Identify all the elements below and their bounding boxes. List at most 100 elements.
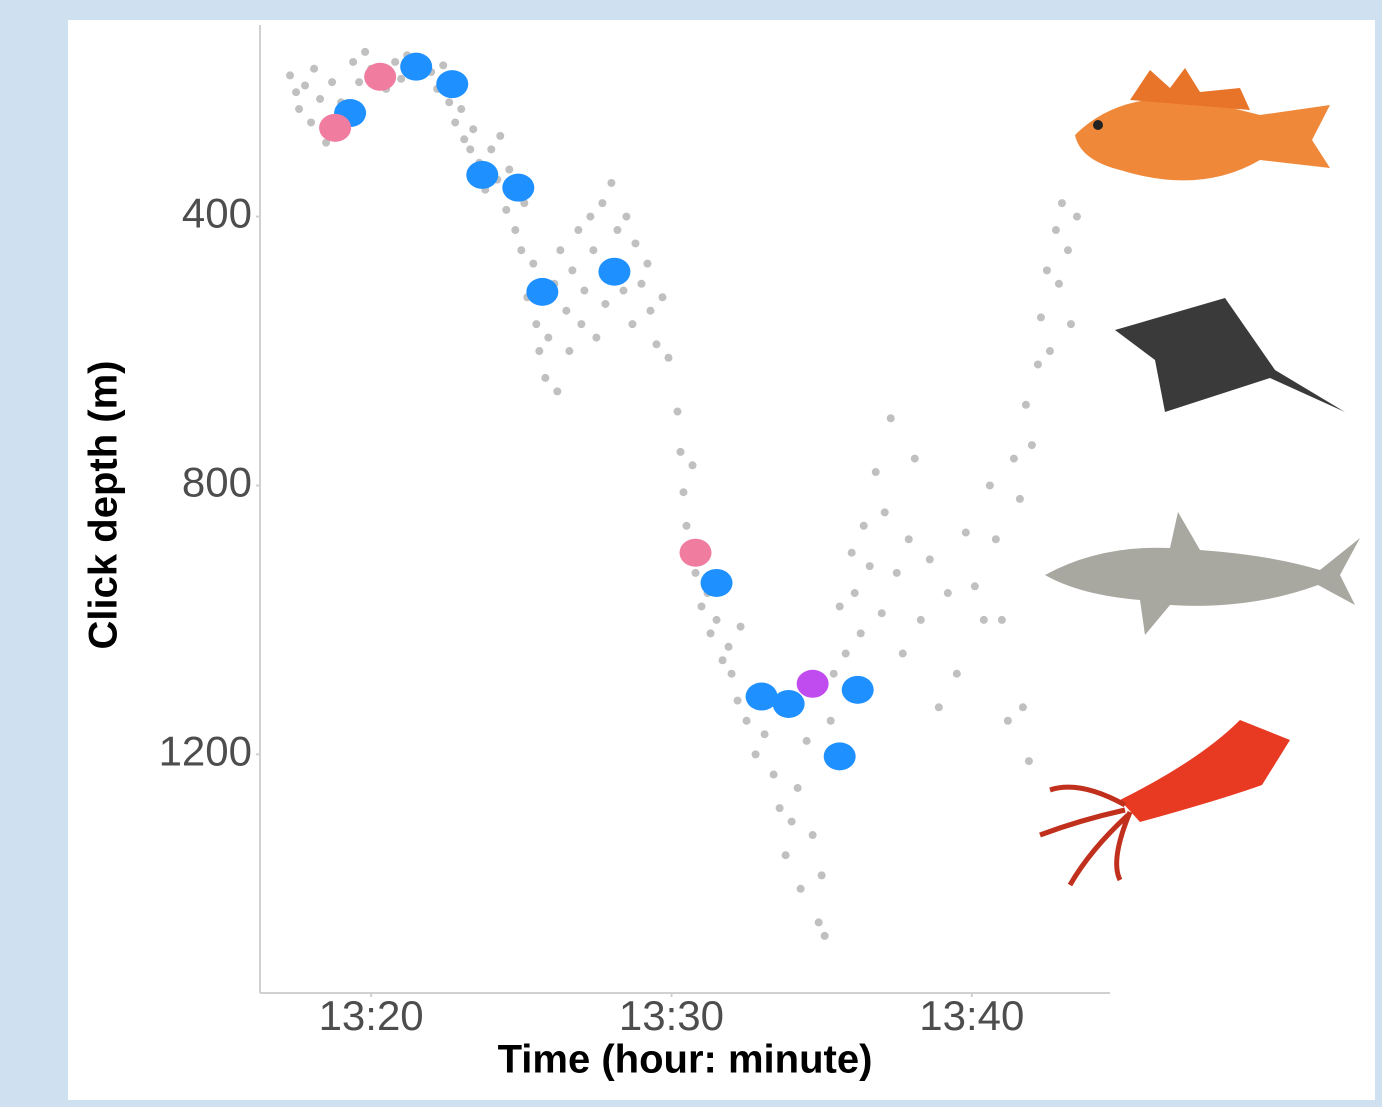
click-point <box>1055 280 1063 288</box>
click-point <box>307 118 315 126</box>
highlight-point <box>797 670 829 698</box>
click-point <box>544 334 552 342</box>
click-point <box>836 602 844 610</box>
click-point <box>815 918 823 926</box>
click-point <box>622 213 630 221</box>
click-point <box>1052 226 1060 234</box>
click-point <box>316 95 324 103</box>
y-tick-label: 800 <box>182 459 252 506</box>
click-point <box>568 266 576 274</box>
click-point <box>725 643 733 651</box>
click-point <box>926 555 934 563</box>
click-point <box>664 354 672 362</box>
click-point <box>451 118 459 126</box>
click-point <box>971 582 979 590</box>
click-point <box>911 455 919 463</box>
click-point <box>962 529 970 537</box>
highlight-point <box>746 683 778 711</box>
click-point <box>562 307 570 315</box>
click-point <box>598 199 606 207</box>
click-point <box>439 61 447 69</box>
highlight-point <box>319 114 351 142</box>
click-point <box>734 697 742 705</box>
click-point <box>658 293 666 301</box>
click-point <box>532 320 540 328</box>
click-point <box>830 670 838 678</box>
click-point <box>818 871 826 879</box>
click-point <box>295 105 303 113</box>
click-point <box>1046 347 1054 355</box>
click-point <box>761 730 769 738</box>
click-point <box>535 347 543 355</box>
click-point <box>574 226 582 234</box>
click-point <box>935 703 943 711</box>
highlight-point <box>842 676 874 704</box>
click-point <box>466 145 474 153</box>
click-point <box>905 535 913 543</box>
click-point <box>517 246 525 254</box>
click-point <box>628 320 636 328</box>
click-point <box>565 347 573 355</box>
click-point <box>842 650 850 658</box>
click-point <box>797 885 805 893</box>
click-point <box>851 589 859 597</box>
click-point <box>689 461 697 469</box>
click-point <box>607 179 615 187</box>
click-point <box>361 48 369 56</box>
click-point <box>848 549 856 557</box>
click-point <box>1028 441 1036 449</box>
click-point <box>698 602 706 610</box>
click-point <box>1058 199 1066 207</box>
y-axis-title: Click depth (m) <box>82 361 126 650</box>
click-point <box>944 589 952 597</box>
click-point <box>391 58 399 66</box>
click-point <box>643 260 651 268</box>
click-point <box>496 132 504 140</box>
click-point <box>328 78 336 86</box>
y-tick-label: 400 <box>182 190 252 237</box>
click-point <box>743 717 751 725</box>
click-point <box>577 320 585 328</box>
click-point <box>586 213 594 221</box>
click-point <box>713 616 721 624</box>
click-point <box>301 82 309 90</box>
click-point <box>683 522 691 530</box>
click-point <box>857 629 865 637</box>
click-point <box>613 226 621 234</box>
click-point <box>349 58 357 66</box>
click-point <box>511 226 519 234</box>
x-tick-label: 13:20 <box>319 992 424 1039</box>
highlight-point <box>824 742 856 770</box>
click-point <box>770 771 778 779</box>
click-point <box>592 334 600 342</box>
click-point <box>953 670 961 678</box>
click-point <box>893 569 901 577</box>
highlight-point <box>400 53 432 81</box>
page: {"chart_data": { "type": "scatter", "x_l… <box>0 0 1382 1107</box>
highlight-point <box>680 539 712 567</box>
highlight-point <box>502 174 534 202</box>
click-point <box>457 105 465 113</box>
click-point <box>1010 455 1018 463</box>
click-point <box>986 481 994 489</box>
click-point <box>553 387 561 395</box>
click-point <box>445 98 453 106</box>
click-point <box>866 562 874 570</box>
click-point <box>1019 703 1027 711</box>
click-point <box>707 629 715 637</box>
highlight-point <box>701 569 733 597</box>
click-point <box>881 508 889 516</box>
click-point <box>631 239 639 247</box>
click-point <box>580 287 588 295</box>
click-point <box>1034 360 1042 368</box>
click-point <box>1043 266 1051 274</box>
click-point <box>1064 246 1072 254</box>
click-point <box>676 448 684 456</box>
click-point <box>776 804 784 812</box>
click-point <box>619 287 627 295</box>
click-point <box>469 125 477 133</box>
click-point <box>646 307 654 315</box>
click-point <box>860 522 868 530</box>
click-point <box>992 535 1000 543</box>
x-axis-title: Time (hour: minute) <box>498 1038 873 1082</box>
